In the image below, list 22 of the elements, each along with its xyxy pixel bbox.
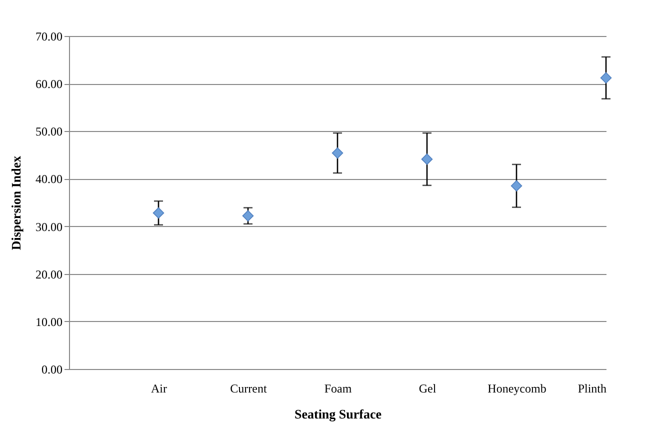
x-tick-label: Foam [324,382,352,396]
y-tick-label: 40.00 [36,172,62,186]
point [421,154,433,165]
point [152,207,164,219]
x-tick-label: Honeycomb [488,382,546,396]
y-tick-label: 20.00 [36,267,62,282]
x-tick-label: Current [230,382,268,396]
y-tick-label: 60.00 [36,77,62,92]
y-tick-label: 10.00 [36,314,62,329]
point [510,180,522,192]
y-tick-label: 50.00 [36,124,62,139]
y-axis-title: Dispersion Index [8,155,24,250]
y-tick-label: 30.00 [36,220,62,234]
y-tick-label: 0.00 [42,362,62,376]
x-tick-label: Air [151,382,167,396]
x-axis-title: Seating Surface [294,406,382,422]
point [332,147,344,159]
point [242,210,254,222]
point [600,72,612,84]
x-tick-label: Gel [418,382,437,396]
x-tick-label: Plinth [578,382,606,396]
y-tick-label: 70.00 [36,30,62,44]
